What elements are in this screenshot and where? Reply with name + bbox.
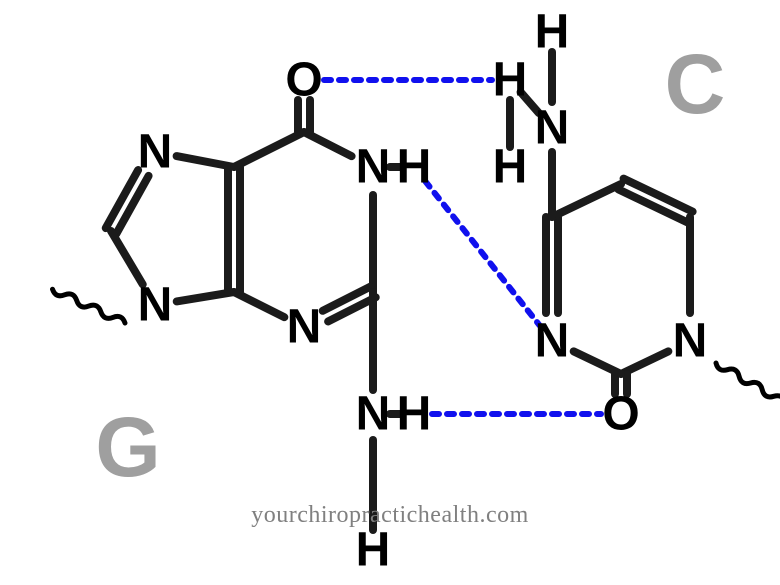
atom-label: O bbox=[602, 388, 639, 441]
atom-label: H bbox=[535, 6, 570, 59]
atom-label: H bbox=[397, 141, 432, 194]
atom-label: H bbox=[493, 54, 528, 107]
atom-label: H bbox=[493, 141, 528, 194]
molecule-svg: NNONNNHHHNONNHHHGC bbox=[0, 0, 780, 585]
watermark-text: yourchiropractichealth.com bbox=[0, 502, 780, 529]
atom-label: N bbox=[535, 315, 570, 368]
atom-label: N bbox=[138, 126, 173, 179]
chemistry-diagram: { "canvas": { "width": 780, "height": 58… bbox=[0, 0, 780, 585]
molecule-label: G bbox=[95, 400, 160, 494]
atom-label: H bbox=[397, 388, 432, 441]
atom-label: N bbox=[287, 301, 322, 354]
atom-label: O bbox=[285, 54, 322, 107]
atom-label: H bbox=[356, 524, 391, 577]
atom-label: N bbox=[356, 141, 391, 194]
atom-label: N bbox=[535, 102, 570, 155]
atom-label: N bbox=[673, 315, 708, 368]
atom-label: N bbox=[138, 279, 173, 332]
molecule-label: C bbox=[665, 37, 726, 131]
atom-label: N bbox=[356, 388, 391, 441]
